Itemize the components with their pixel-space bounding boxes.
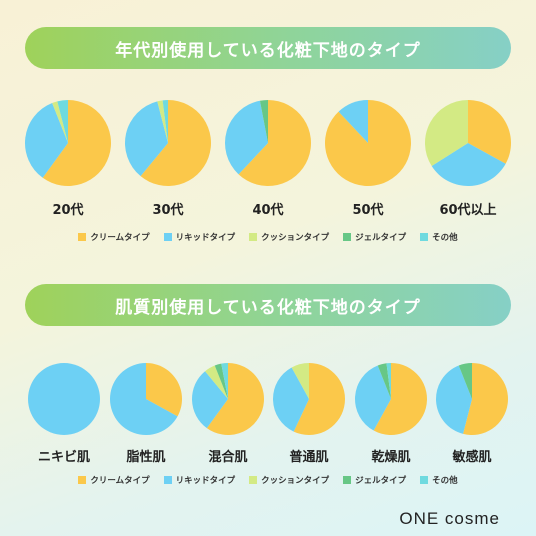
pie-slice-age-2-cream — [238, 100, 311, 186]
legend-swatch-liquid — [163, 233, 172, 241]
pie-slice-age-0-cushion — [52, 101, 68, 143]
legend-item-skin-liquid: リキッドタイプ — [163, 474, 236, 486]
category-label-age-2: 40代 — [252, 202, 283, 218]
pie-slice-skin-2-other — [221, 363, 228, 399]
legend-item-skin-other: その他 — [420, 474, 458, 486]
legend-item-age-cushion: クッションタイプ — [249, 231, 329, 243]
skin-chart-title: 肌質別使用している化粧下地のタイプ — [115, 297, 421, 318]
category-label-skin-1: 脂性肌 — [125, 449, 165, 465]
legend-label-cream: クリームタイプ — [90, 233, 150, 243]
pie-slice-age-3-liquid — [338, 100, 368, 143]
category-label-age-0: 20代 — [52, 202, 83, 218]
pie-slice-skin-4-other — [386, 363, 391, 399]
legend-label-other: その他 — [432, 476, 458, 486]
legend-swatch-cushion — [249, 476, 258, 484]
legend-swatch-cream — [78, 233, 87, 241]
category-label-age-4: 60代以上 — [439, 202, 496, 218]
pie-slice-age-1-liquid — [125, 101, 168, 177]
pie-slice-age-2-gel — [259, 100, 268, 143]
legend-item-skin-cream: クリームタイプ — [78, 474, 150, 486]
age-chart-title: 年代別使用している化粧下地のタイプ — [115, 40, 421, 61]
skin-pie-charts: ニキビ肌 脂性肌 混合肌 普通肌 乾燥肌 敏感肌 — [28, 363, 508, 465]
legend-label-cushion: クッションタイプ — [261, 233, 330, 243]
pie-slice-skin-2-gel — [214, 363, 228, 399]
category-label-skin-4: 乾燥肌 — [371, 449, 410, 465]
pie-slice-age-0-cream — [42, 100, 111, 186]
legend-swatch-gel — [343, 476, 352, 484]
legend-swatch-other — [420, 476, 429, 484]
pie-slice-age-4-liquid — [431, 143, 506, 186]
legend-swatch-gel — [343, 233, 352, 241]
legend-label-gel: ジェルタイプ — [355, 476, 407, 486]
pie-slice-skin-1-liquid — [110, 363, 178, 435]
pie-slice-skin-5-gel — [458, 363, 472, 399]
pie-slice-age-0-liquid — [24, 103, 68, 178]
pie-slice-skin-0-liquid — [28, 363, 100, 435]
legend-item-age-gel: ジェルタイプ — [343, 231, 406, 243]
pie-slice-skin-3-liquid — [273, 367, 309, 432]
skin-legend: クリームタイプ リキッドタイプ クッションタイプ ジェルタイプ その他 — [0, 470, 536, 490]
legend-swatch-liquid — [163, 476, 172, 484]
category-label-age-1: 30代 — [152, 202, 183, 218]
age-title-banner: 年代別使用している化粧下地のタイプ — [25, 27, 511, 69]
pie-slice-skin-5-cream — [463, 363, 508, 435]
pie-slice-skin-4-cream — [373, 363, 427, 435]
legend-item-age-cream: クリームタイプ — [78, 231, 150, 243]
legend-label-gel: ジェルタイプ — [355, 233, 407, 243]
pie-slice-age-1-cushion — [157, 100, 168, 143]
category-label-skin-3: 普通肌 — [289, 449, 328, 465]
legend-label-other: その他 — [432, 233, 458, 243]
legend-item-age-liquid: リキッドタイプ — [163, 231, 236, 243]
pie-slice-skin-2-liquid — [192, 371, 228, 429]
legend-label-cushion: クッションタイプ — [261, 476, 330, 486]
age-legend: クリームタイプ リキッドタイプ クッションタイプ ジェルタイプ その他 — [0, 227, 536, 247]
legend-label-liquid: リキッドタイプ — [175, 476, 236, 486]
pie-slice-age-4-cream — [468, 100, 511, 164]
age-pie-charts: 20代 30代 40代 50代 60代以上 — [24, 100, 511, 218]
pie-slice-skin-4-liquid — [355, 365, 391, 431]
pie-slice-age-4-cushion — [425, 100, 468, 167]
legend-item-skin-cushion: クッションタイプ — [249, 474, 329, 486]
pie-slice-skin-2-cream — [206, 363, 265, 435]
legend-swatch-cream — [78, 476, 87, 484]
pie-slice-age-2-liquid — [224, 100, 268, 175]
pie-slice-skin-3-cream — [293, 363, 345, 435]
category-label-skin-0: ニキビ肌 — [38, 449, 90, 465]
legend-item-skin-gel: ジェルタイプ — [343, 474, 406, 486]
one-cosme-logo: ONE cosme — [399, 509, 500, 528]
legend-swatch-cushion — [249, 233, 258, 241]
pie-slice-age-1-cream — [140, 100, 212, 186]
pie-slice-skin-3-cushion — [291, 363, 309, 399]
skin-title-banner: 肌質別使用している化粧下地のタイプ — [25, 284, 511, 326]
pie-slice-skin-1-cream — [146, 363, 182, 417]
category-label-age-3: 50代 — [352, 202, 383, 218]
legend-item-age-other: その他 — [420, 231, 458, 243]
pie-slice-age-0-other — [57, 100, 68, 143]
pie-slice-skin-4-gel — [377, 363, 391, 399]
legend-label-cream: クリームタイプ — [90, 476, 150, 486]
legend-swatch-other — [420, 233, 429, 241]
pie-slice-skin-2-cushion — [205, 365, 228, 399]
category-label-skin-2: 混合肌 — [208, 449, 247, 465]
category-label-skin-5: 敏感肌 — [451, 449, 491, 465]
pie-slice-age-1-other — [162, 100, 168, 143]
pie-slice-skin-5-liquid — [436, 365, 472, 434]
legend-label-liquid: リキッドタイプ — [175, 233, 236, 243]
